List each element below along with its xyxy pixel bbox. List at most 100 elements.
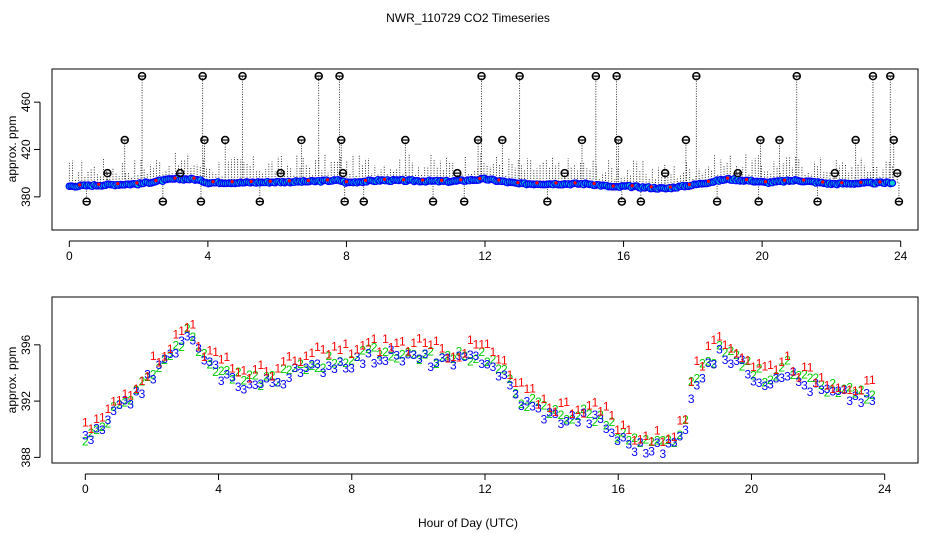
series-2-marker: 2 (495, 362, 502, 376)
series-1-marker: 1 (82, 416, 89, 430)
series-3-marker: 3 (439, 351, 446, 365)
series-3-marker: 3 (110, 404, 117, 418)
series-1-marker: 1 (507, 368, 514, 382)
series-3-marker: 3 (224, 367, 231, 381)
series-1-marker: 1 (359, 339, 366, 353)
data-point-red (116, 181, 120, 186)
series-3-marker: 3 (422, 347, 429, 361)
series-1-marker: 1 (699, 360, 706, 374)
data-point-red (725, 176, 730, 180)
data-point-red (230, 180, 234, 184)
series-1-marker: 1 (184, 321, 191, 335)
series-3-marker: 3 (682, 423, 689, 437)
series-2-marker: 2 (609, 415, 616, 429)
series-3-marker: 3 (99, 423, 106, 437)
series-1-marker: 1 (710, 333, 717, 347)
series-3-marker: 3 (490, 360, 497, 374)
series-3-marker: 3 (235, 380, 242, 394)
series-2-marker: 2 (524, 400, 531, 414)
series-3-marker: 3 (127, 397, 134, 411)
series-2-marker: 2 (716, 339, 723, 353)
series-2-marker: 2 (376, 348, 383, 362)
series-3-marker: 3 (778, 371, 785, 385)
series-2-marker: 2 (733, 348, 740, 362)
top-y-tick-label: 420 (19, 139, 33, 159)
series-1-marker: 1 (201, 350, 208, 364)
series-3-marker: 3 (325, 359, 332, 373)
data-point-red (287, 179, 291, 183)
series-2-marker: 2 (354, 350, 361, 364)
series-2-marker: 2 (382, 345, 389, 359)
series-2-marker: 2 (518, 397, 525, 411)
series-3-marker: 3 (105, 413, 112, 427)
series-2-marker: 2 (122, 396, 129, 410)
data-point-red (421, 178, 425, 182)
series-1-marker: 1 (490, 345, 497, 359)
series-1-marker: 1 (524, 382, 531, 396)
series-1-marker: 1 (365, 335, 372, 349)
series-2-marker: 2 (546, 407, 553, 421)
series-1-marker: 1 (546, 401, 553, 415)
series-3-marker: 3 (348, 362, 355, 376)
series-3-marker: 3 (637, 436, 644, 450)
series-1-marker: 1 (648, 435, 655, 449)
series-3-marker: 3 (614, 434, 621, 448)
bottom-x-tick-label: 0 (82, 482, 89, 496)
series-1-marker: 1 (739, 351, 746, 365)
series-2-marker: 2 (637, 436, 644, 450)
series-2-marker: 2 (773, 370, 780, 384)
series-3-marker: 3 (371, 357, 378, 371)
series-2-marker: 2 (693, 372, 700, 386)
series-1-marker: 1 (592, 395, 599, 409)
series-3-marker: 3 (478, 357, 485, 371)
series-1-marker: 1 (139, 374, 146, 388)
data-point-red (135, 181, 139, 185)
series-2-marker: 2 (569, 412, 576, 426)
series-3-marker: 3 (331, 362, 338, 376)
series-1-marker: 1 (156, 356, 163, 370)
series-3-marker: 3 (93, 422, 100, 436)
data-point-red (649, 185, 653, 189)
series-3-marker: 3 (784, 369, 791, 383)
series-1-marker: 1 (858, 383, 865, 397)
series-2-marker: 2 (841, 382, 848, 396)
series-1-marker: 1 (620, 418, 627, 432)
series-3-marker: 3 (688, 392, 695, 406)
series-2-marker: 2 (105, 417, 112, 431)
series-1-marker: 1 (671, 430, 678, 444)
series-1-marker: 1 (337, 343, 344, 357)
series-3-marker: 3 (592, 408, 599, 422)
series-1-marker: 1 (784, 349, 791, 363)
series-3-marker: 3 (535, 401, 542, 415)
series-1-marker: 1 (767, 358, 774, 372)
series-3-marker: 3 (705, 356, 712, 370)
series-2-marker: 2 (597, 408, 604, 422)
series-3-marker: 3 (546, 406, 553, 420)
series-2-marker: 2 (580, 402, 587, 416)
series-1-marker: 1 (161, 350, 168, 364)
data-point-red (440, 178, 444, 182)
data-point-red (878, 180, 882, 184)
series-2-marker: 2 (156, 361, 163, 375)
series-1-marker: 1 (495, 352, 502, 366)
series-3-marker: 3 (563, 414, 570, 428)
series-2-marker: 2 (348, 354, 355, 368)
series-2-marker: 2 (552, 403, 559, 417)
series-3-marker: 3 (801, 379, 808, 393)
chart-title: NWR_110729 CO2 Timeseries (386, 11, 550, 25)
top-y-tick-label: 380 (19, 187, 33, 207)
top-x-tick-label: 0 (66, 249, 73, 263)
series-3-marker: 3 (818, 383, 825, 397)
series-2-marker: 2 (167, 349, 174, 363)
data-point-red (763, 180, 768, 184)
series-3-marker: 3 (569, 409, 576, 423)
data-point-red (382, 177, 387, 181)
series-1-marker: 1 (144, 370, 151, 384)
series-3-marker: 3 (144, 367, 151, 381)
series-1-marker: 1 (677, 414, 684, 428)
data-point-red (363, 178, 368, 182)
data-point-red (783, 178, 787, 182)
series-2-marker: 2 (790, 368, 797, 382)
series-3-marker: 3 (246, 378, 253, 392)
